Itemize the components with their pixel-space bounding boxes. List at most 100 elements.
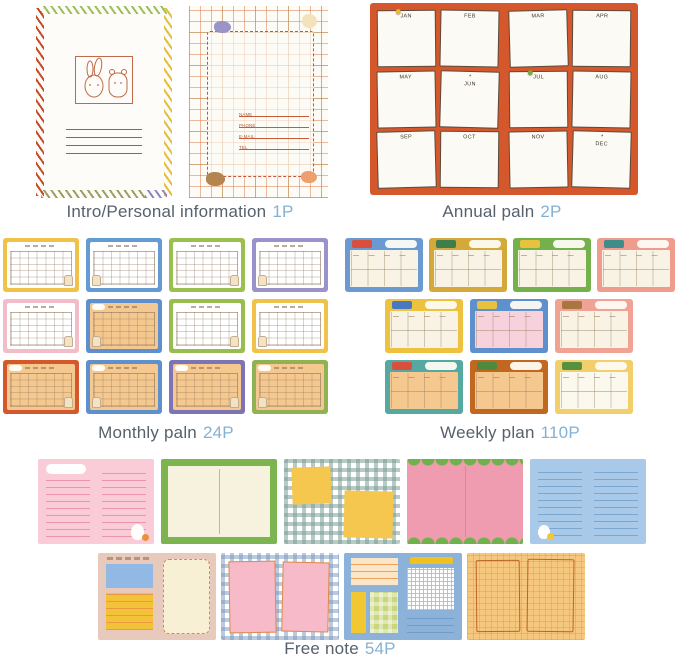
personal-info-field-label: PHONE: [239, 122, 256, 128]
cover-line: [65, 128, 143, 130]
monthly-page-interior: [256, 242, 324, 288]
weekly-index-tab: [477, 301, 497, 309]
monthly-calendar-grid: [176, 373, 238, 407]
annual-month-card: MAY: [376, 70, 437, 128]
animal-character-doodle: [64, 397, 73, 408]
note-panel: [281, 561, 330, 633]
sticky-note-square: [343, 490, 394, 539]
weekly-plan-row-1: [345, 238, 675, 292]
weekly-page-interior: [475, 372, 543, 409]
personal-info-field-row: TEL: [239, 139, 309, 150]
annual-caption: Annual paln 2P: [362, 202, 642, 222]
weekly-page-interior: [350, 250, 418, 287]
weekly-page-thumb: [597, 238, 675, 292]
cloud-doodle: [9, 243, 22, 249]
intro-caption-label: Intro/Personal information: [66, 202, 267, 221]
annual-month-card: NOV: [508, 130, 569, 189]
weekly-index-tab: [520, 240, 540, 248]
cloud-doodle: [258, 243, 271, 249]
annual-month-card: AUG: [571, 70, 632, 128]
monthly-calendar-grid: [10, 251, 72, 285]
animal-character-doodle: [230, 275, 239, 286]
monthly-page-interior: [7, 364, 75, 410]
annual-left-page: JAN FEB MAY * JUN SEP OCT: [376, 9, 500, 189]
title-scribble: [107, 557, 149, 561]
monthly-calendar-grid: [259, 373, 321, 407]
checked-memo-block: [369, 592, 399, 634]
weekly-day-grid: [351, 251, 417, 286]
animal-character-doodle: [92, 336, 101, 347]
weekly-index-tab: [604, 240, 624, 248]
freenote-row-2: [98, 553, 585, 640]
ruled-lines: [406, 613, 454, 634]
monthly-page-interior: [7, 242, 75, 288]
cloud-doodle: [258, 304, 271, 310]
cloud-doodle: [553, 240, 585, 248]
animal-character-doodle: [230, 336, 239, 347]
weekly-index-tab: [436, 240, 456, 248]
monthly-page-thumb: [169, 299, 245, 353]
monthly-page-thumb: [169, 360, 245, 414]
freenote-page-thumb: [407, 459, 523, 544]
ruled-lines: [593, 469, 638, 536]
weekly-day-grid: [391, 312, 457, 347]
sticky-note-square: [291, 465, 333, 505]
monthly-page-interior: [90, 364, 158, 410]
weekly-index-tab: [562, 362, 582, 370]
annual-month-card: * JUN: [439, 69, 500, 129]
monthly-page-thumb: [3, 299, 79, 353]
cloud-doodle: [469, 240, 501, 248]
annual-month-card: * DEC: [571, 130, 632, 189]
monthly-calendar-grid: [10, 373, 72, 407]
weekly-day-grid: [391, 373, 457, 408]
monthly-calendar-grid: [10, 312, 72, 346]
intro-caption-count: 1P: [272, 202, 294, 221]
monthly-page-interior: [256, 303, 324, 349]
monthly-calendar-grid: [93, 373, 155, 407]
month-star-mark: *: [600, 133, 604, 141]
flower-doodle: [142, 533, 150, 541]
annual-month-label: JAN: [400, 12, 412, 19]
animal-character-doodle: [538, 524, 551, 539]
monthly-calendar-grid: [259, 251, 321, 285]
cover-hatch-border-right: [164, 8, 172, 196]
accent-dot: [547, 532, 555, 540]
monthly-page-thumb: [169, 238, 245, 292]
annual-caption-count: 2P: [540, 202, 562, 221]
personal-info-field-label: NAME: [239, 111, 253, 117]
monthly-title-scribble: [108, 306, 138, 308]
monthly-page-thumb: [86, 299, 162, 353]
annual-plan-thumb: JAN FEB MAY * JUN SEP OCT MAR APR JUL AUG NOV * DEC: [370, 3, 638, 195]
annual-right-page: MAR APR JUL AUG NOV * DEC: [508, 9, 632, 189]
monthly-title-scribble: [108, 367, 138, 369]
monthly-caption-count: 24P: [202, 423, 234, 442]
monthly-page-interior: [173, 242, 241, 288]
monthly-title-scribble: [274, 367, 304, 369]
weekly-index-tab: [352, 240, 372, 248]
freenote-page-thumb: [344, 553, 462, 640]
cloud-doodle: [9, 304, 22, 310]
intro-cover-page-thumb: [36, 6, 172, 198]
monthly-calendar-grid: [93, 312, 155, 346]
annual-month-label: DEC: [595, 140, 609, 148]
annual-month-card: JAN: [376, 9, 437, 67]
weekly-page-thumb: [345, 238, 423, 292]
weekly-index-tab: [392, 362, 412, 370]
cover-hatch-border-bottom: [41, 190, 146, 198]
monthly-calendar-grid: [259, 312, 321, 346]
cloud-doodle: [9, 365, 22, 371]
ruled-lines: [46, 479, 91, 538]
personal-info-page-thumb: NAME PHONE E-MAIL TEL: [189, 6, 328, 198]
ruled-lines: [538, 469, 583, 536]
freenote-page-thumb: [98, 553, 216, 640]
freenote-row-1: [38, 459, 646, 544]
monthly-title-scribble: [108, 245, 138, 247]
monthly-caption-label: Monthly paln: [98, 423, 197, 442]
cover-hatch-border-left: [36, 8, 44, 196]
freenote-page-thumb: [161, 459, 277, 544]
animal-character-doodle: [92, 397, 101, 408]
annual-caption-label: Annual paln: [442, 202, 535, 221]
animal-character-doodle: [230, 397, 239, 408]
weekly-page-thumb: [385, 299, 463, 353]
cloud-doodle: [510, 362, 542, 370]
